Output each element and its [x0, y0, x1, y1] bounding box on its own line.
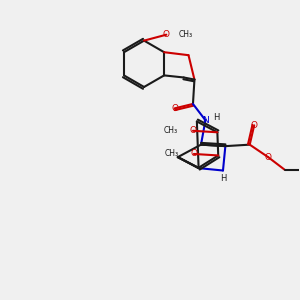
- Text: O: O: [163, 30, 170, 39]
- Text: O: O: [190, 149, 197, 158]
- Text: O: O: [171, 104, 178, 113]
- Text: H: H: [214, 113, 220, 122]
- Text: N: N: [202, 116, 209, 125]
- Text: O: O: [265, 153, 272, 162]
- Text: CH₃: CH₃: [164, 126, 178, 135]
- Text: H: H: [220, 174, 227, 183]
- Text: O: O: [190, 126, 196, 135]
- Text: CH₃: CH₃: [179, 30, 193, 39]
- Text: O: O: [251, 121, 258, 130]
- Text: CH₃: CH₃: [164, 149, 178, 158]
